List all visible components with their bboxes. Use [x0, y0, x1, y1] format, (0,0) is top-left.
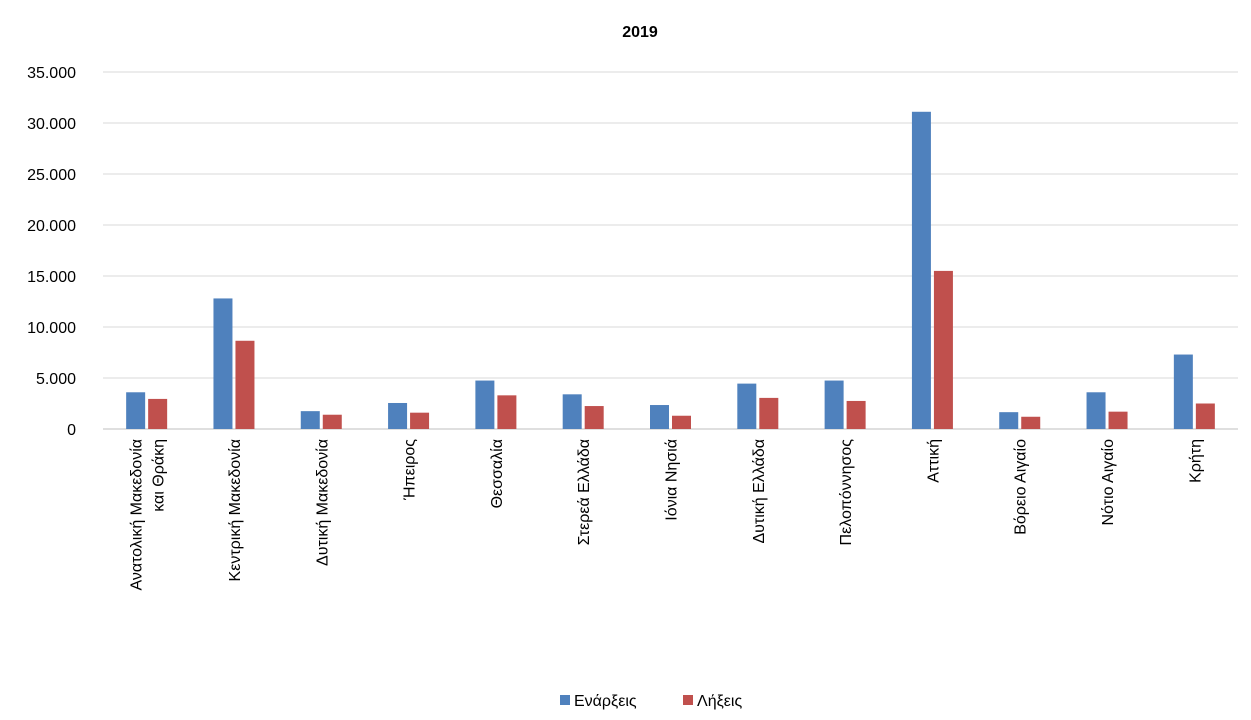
category-label: Στερεά Ελλάδα [576, 439, 593, 545]
y-tick-label: 5.000 [36, 371, 76, 388]
bar-lixeis [1195, 403, 1215, 429]
x-axis: Ανατολική Μακεδονία και Θράκη Κεντρική Μακ… [129, 439, 1205, 591]
category-label: Θεσσαλία [489, 439, 506, 508]
bar-lixeis [584, 406, 604, 429]
legend: Ενάρξεις Λήξεις [560, 693, 742, 710]
bar-enarxeis [388, 402, 408, 429]
bar-enarxeis [650, 405, 669, 429]
category-label: και Θράκη [151, 439, 168, 512]
category-label: Ανατολική Μακεδονία [129, 439, 146, 591]
bar-enarxeis [300, 411, 320, 429]
category-label: Βόρειο Αιγαίο [1013, 439, 1030, 535]
category-label: Ιόνια Νησιά [664, 439, 681, 521]
chart-title: 2019 [622, 24, 658, 41]
y-axis: 0 5.000 10.000 15.000 20.000 25.000 30.000 35.0… [27, 65, 76, 439]
legend-swatch [683, 695, 693, 705]
bar-lixeis [148, 398, 168, 429]
category-label: Δυτική Ελλάδα [751, 439, 768, 544]
bar-enarxeis [1173, 354, 1193, 429]
category-label: Ήπειρος [402, 439, 419, 501]
legend-label: Λήξεις [697, 693, 742, 710]
bar-lixeis [759, 397, 779, 429]
bar-enarxeis [475, 380, 495, 429]
bar-lixeis [933, 270, 953, 429]
bar-lixeis [846, 400, 866, 429]
bar-lixeis [672, 415, 691, 429]
y-tick-label: 15.000 [27, 269, 76, 286]
category-label: Πελοπόννησος [838, 439, 855, 546]
legend-swatch [560, 695, 570, 705]
bar-enarxeis [1086, 392, 1106, 429]
bar-enarxeis [824, 380, 844, 429]
bar-lixeis [235, 340, 255, 429]
bar-lixeis [322, 414, 342, 429]
bar-enarxeis [911, 111, 931, 429]
category-label: Νότιο Αιγαίο [1100, 439, 1117, 526]
y-tick-label: 25.000 [27, 167, 76, 184]
y-tick-label: 0 [67, 422, 76, 439]
bar-lixeis [1021, 416, 1041, 429]
category-label: Αττική [925, 439, 942, 483]
bars [126, 111, 1215, 429]
y-tick-label: 35.000 [27, 65, 76, 82]
y-tick-label: 30.000 [27, 116, 76, 133]
category-label: Κεντρική Μακεδονία [227, 439, 244, 581]
legend-label: Ενάρξεις [574, 693, 637, 710]
gridlines [103, 71, 1238, 430]
bar-lixeis [410, 412, 430, 429]
bar-enarxeis [562, 394, 582, 429]
category-label: Κρήτη [1187, 439, 1204, 483]
bar-lixeis [497, 395, 517, 429]
bar-enarxeis [999, 412, 1019, 429]
bar-enarxeis [126, 392, 146, 429]
y-tick-label: 10.000 [27, 320, 76, 337]
bar-enarxeis [213, 298, 233, 429]
bar-lixeis [1108, 411, 1128, 429]
y-tick-label: 20.000 [27, 218, 76, 235]
category-label: Δυτική Μακεδονία [314, 439, 331, 566]
bar-enarxeis [737, 383, 757, 429]
